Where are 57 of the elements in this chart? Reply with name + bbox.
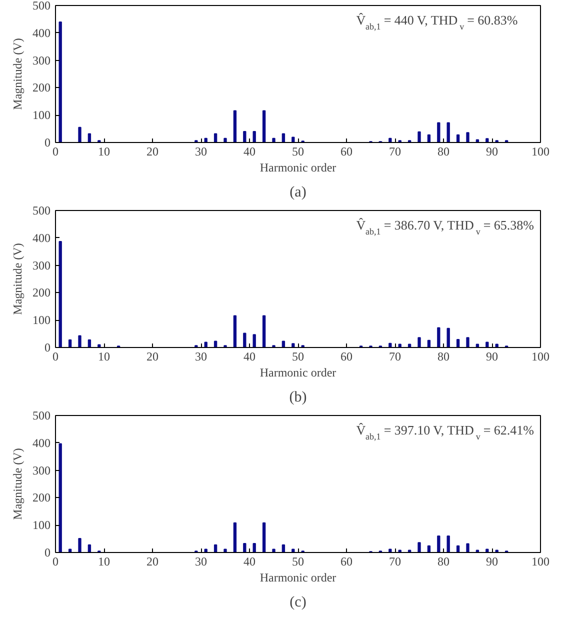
y-tick-label: 300	[32, 258, 50, 272]
x-tick-label: 20	[146, 350, 158, 364]
x-tick-label: 30	[195, 144, 207, 158]
y-tick-label: 500	[32, 0, 50, 12]
x-tick-label: 80	[438, 554, 450, 568]
x-tick-label: 60	[340, 554, 352, 568]
y-axis-title: Magnitude (V)	[10, 38, 24, 110]
y-tick-label: 100	[32, 313, 50, 328]
x-tick-label: 100	[532, 350, 550, 364]
y-tick-label: 100	[32, 518, 50, 532]
x-tick-label: 100	[532, 554, 550, 568]
text: (b)	[289, 390, 307, 406]
y-tick-label: 300	[32, 463, 50, 478]
y-tick-label: 100	[32, 108, 50, 122]
y-tick-label: 0	[44, 340, 50, 354]
x-tick-label: 10	[98, 144, 110, 158]
y-tick-label: 500	[32, 408, 50, 422]
y-tick-label: 400	[32, 230, 50, 245]
y-tick-label: 500	[32, 204, 50, 218]
x-tick-label: 80	[438, 350, 450, 364]
x-tick-label: 70	[389, 554, 401, 568]
x-tick-label: 90	[486, 350, 498, 364]
x-tick-label: 50	[292, 144, 304, 158]
x-tick-label: 60	[340, 144, 352, 158]
x-tick-label: 70	[389, 144, 401, 158]
y-tick-label: 0	[44, 546, 50, 560]
y-tick-label: 400	[32, 26, 50, 40]
x-tick-label: 100	[532, 144, 550, 158]
x-tick-label: 10	[98, 350, 110, 364]
x-tick-label: 60	[340, 350, 352, 364]
y-tick-label: 0	[44, 136, 50, 150]
text: (a)	[290, 184, 306, 200]
x-tick-label: 90	[486, 554, 498, 568]
x-tick-label: 40	[244, 554, 256, 568]
x-tick-label: 70	[389, 350, 401, 364]
y-tick-label: 300	[32, 53, 50, 68]
x-tick-label: 20	[146, 144, 158, 158]
y-tick-label: 200	[32, 490, 50, 505]
y-tick-label: 400	[32, 436, 50, 450]
x-axis-title: Harmonic order	[260, 570, 336, 584]
y-tick-label: 200	[32, 286, 50, 300]
x-tick-label: 80	[438, 144, 450, 158]
y-axis-title: Magnitude (V)	[10, 448, 24, 520]
x-tick-label: 50	[292, 350, 304, 364]
text: (c)	[290, 594, 306, 610]
x-tick-label: 40	[244, 144, 256, 158]
x-tick-label: 50	[292, 554, 304, 568]
x-axis-title: Harmonic order	[260, 366, 336, 380]
x-tick-label: 40	[244, 350, 256, 364]
x-tick-label: 10	[98, 554, 110, 568]
x-tick-label: 90	[486, 144, 498, 158]
x-tick-label: 20	[146, 554, 158, 568]
y-tick-label: 200	[32, 80, 50, 95]
x-tick-label: 30	[195, 554, 207, 568]
y-axis-title: Magnitude (V)	[10, 243, 24, 315]
x-axis-title: Harmonic order	[260, 160, 336, 174]
x-tick-label: 30	[195, 350, 207, 364]
